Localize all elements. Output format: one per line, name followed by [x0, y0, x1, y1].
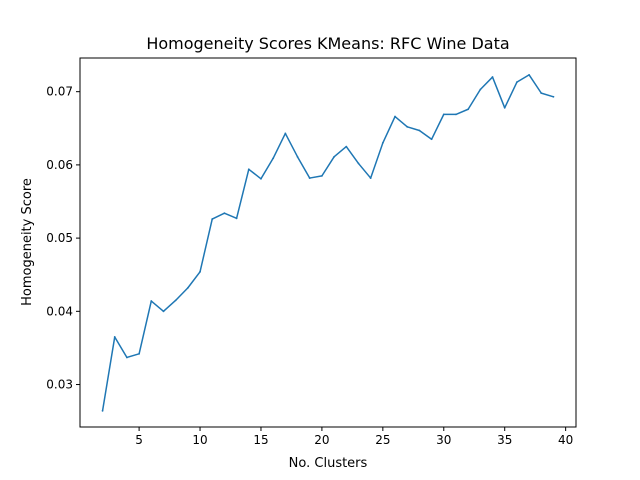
data-point: [345, 145, 348, 148]
data-point: [430, 138, 433, 141]
x-tick-label: 40: [558, 433, 573, 447]
data-point: [357, 162, 360, 165]
y-axis-ticks: 0.03 0.04 0.05 0.06 0.07: [46, 85, 80, 392]
data-point: [260, 177, 262, 180]
data-point: [186, 286, 189, 289]
data-point: [381, 142, 384, 144]
data-point: [406, 125, 409, 128]
data-point: [199, 270, 201, 273]
x-tick-label: 25: [375, 433, 390, 447]
series-line-0: [101, 74, 554, 412]
data-point: [540, 92, 543, 95]
data-point: [503, 106, 506, 109]
x-axis-label: No. Clusters: [289, 456, 368, 471]
data-point: [284, 132, 287, 135]
data-point: [515, 81, 518, 84]
y-tick-label: 0.05: [46, 231, 73, 245]
data-point: [223, 212, 226, 215]
data-point: [101, 409, 104, 412]
data-point: [150, 300, 153, 302]
data-point: [394, 115, 396, 118]
data-point: [247, 168, 250, 171]
chart-title: Homogeneity Scores KMeans: RFC Wine Data: [146, 34, 509, 53]
data-point: [126, 356, 128, 359]
axes-frame: [79, 57, 577, 428]
data-point: [272, 157, 275, 160]
y-tick-label: 0.03: [46, 378, 73, 392]
y-tick-label: 0.04: [46, 304, 73, 318]
data-point: [442, 113, 445, 116]
x-tick-label: 15: [253, 433, 268, 447]
x-axis-ticks: 5 10 15 20 25 30 35 40: [135, 427, 573, 447]
data-point: [455, 113, 457, 116]
data-point: [162, 310, 165, 313]
x-tick-label: 10: [192, 433, 207, 447]
y-axis-label: Homogeneity Score: [20, 178, 35, 306]
data-point: [211, 218, 214, 220]
y-tick-label: 0.06: [46, 158, 73, 172]
data-point: [321, 174, 323, 177]
data-point: [491, 76, 494, 78]
data-point: [308, 177, 311, 179]
data-point: [369, 177, 372, 179]
data-point: [552, 95, 555, 98]
data-point: [296, 155, 299, 158]
data-point: [333, 155, 335, 158]
data-point: [235, 217, 238, 220]
x-tick-label: 30: [436, 433, 451, 447]
data-point: [467, 108, 470, 111]
x-tick-label: 5: [135, 433, 143, 447]
data-point: [479, 88, 482, 91]
x-tick-label: 20: [314, 433, 329, 447]
data-point: [528, 73, 530, 76]
plot-area: [101, 73, 555, 412]
data-point: [174, 299, 177, 302]
data-point: [113, 336, 116, 338]
y-tick-label: 0.07: [46, 85, 73, 99]
x-tick-label: 35: [497, 433, 512, 447]
data-point: [418, 129, 421, 132]
data-point: [138, 352, 141, 355]
